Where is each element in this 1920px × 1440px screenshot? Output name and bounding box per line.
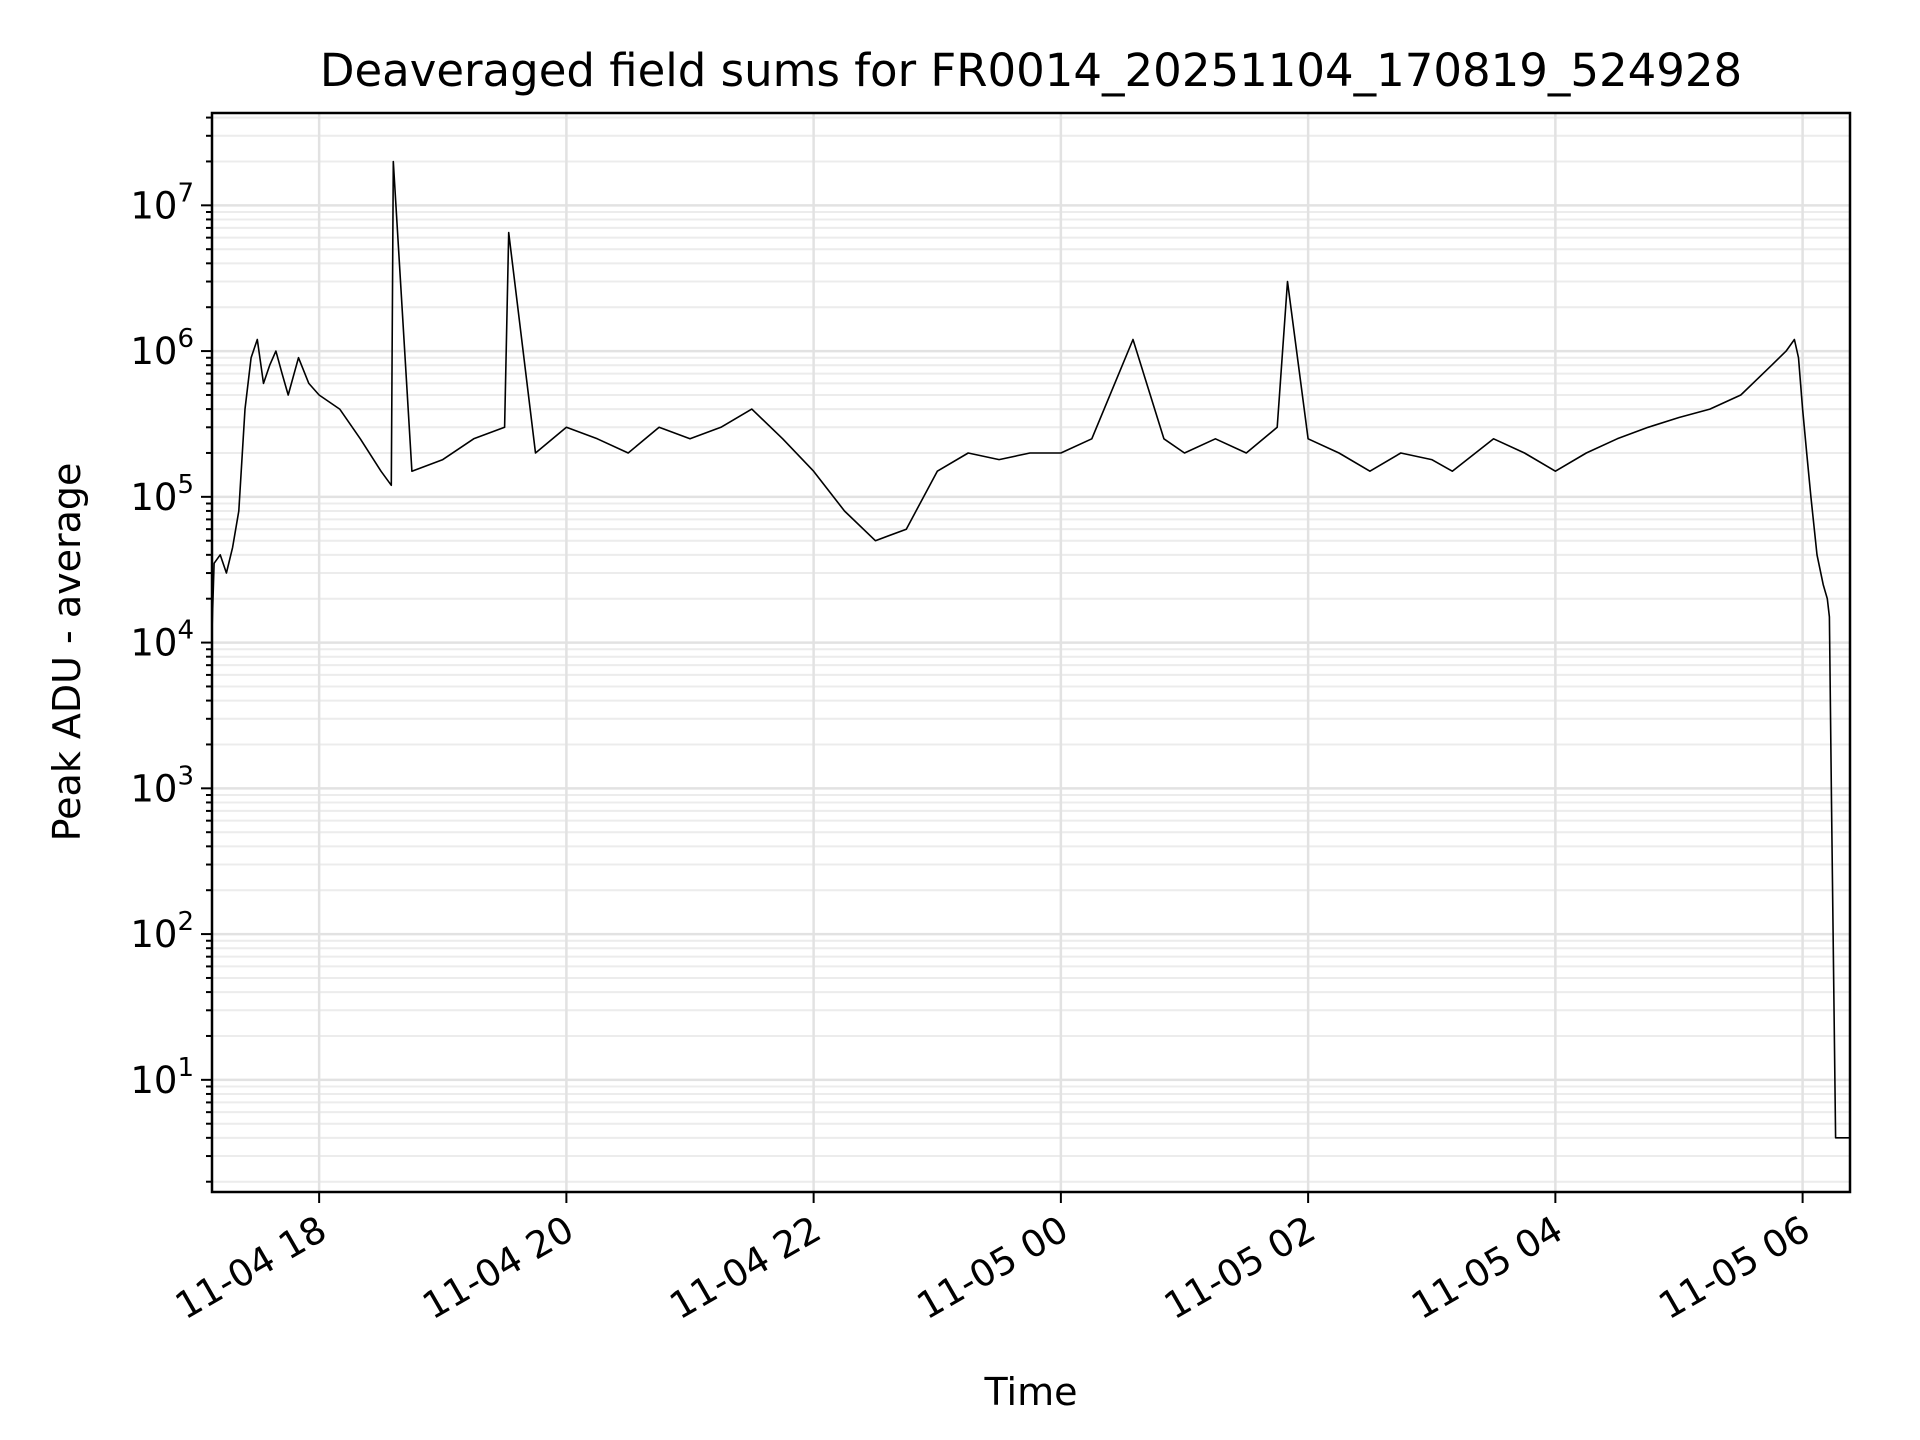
x-tick-label: 11-05 06 bbox=[1652, 1208, 1818, 1328]
y-tick-label: 107 bbox=[130, 178, 194, 227]
y-axis-label: Peak ADU - average bbox=[45, 463, 89, 842]
y-tick-label: 106 bbox=[130, 324, 194, 373]
y-tick-label: 104 bbox=[130, 616, 194, 665]
series-line bbox=[211, 160, 1850, 1139]
y-tick-label: 105 bbox=[130, 470, 194, 519]
chart-title: Deaveraged field sums for FR0014_2025110… bbox=[320, 44, 1742, 97]
x-tick-label: 11-04 18 bbox=[168, 1208, 334, 1328]
series-layer bbox=[211, 160, 1850, 1139]
x-tick-label: 11-04 22 bbox=[663, 1208, 829, 1328]
y-tick-label: 102 bbox=[130, 907, 194, 956]
x-tick-label: 11-05 04 bbox=[1404, 1208, 1570, 1328]
x-tick-label: 11-05 00 bbox=[910, 1208, 1076, 1328]
x-axis-label: Time bbox=[984, 1370, 1078, 1414]
x-tick-label: 11-05 02 bbox=[1157, 1208, 1323, 1328]
y-tick-label: 103 bbox=[130, 761, 194, 810]
plot-frame bbox=[210, 111, 1852, 1194]
y-tick-label: 101 bbox=[130, 1053, 194, 1102]
grid bbox=[212, 113, 1850, 1192]
ticks: 101 102 103 104 105 106 107 11-04 18 11-04 20 11-… bbox=[130, 116, 1818, 1328]
x-tick-label: 11-04 20 bbox=[415, 1208, 581, 1328]
